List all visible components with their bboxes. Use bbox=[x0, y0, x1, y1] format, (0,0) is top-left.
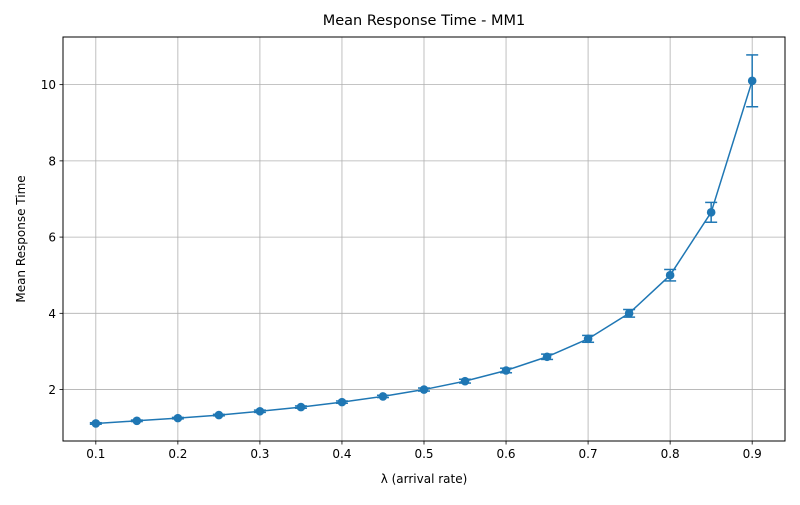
data-point bbox=[255, 406, 265, 416]
data-point bbox=[132, 416, 142, 426]
data-point bbox=[173, 413, 183, 423]
data-point bbox=[337, 397, 347, 407]
data-point bbox=[460, 376, 470, 386]
data-point bbox=[378, 392, 388, 401]
x-tick-label: 0.3 bbox=[250, 447, 269, 461]
y-tick-label: 4 bbox=[48, 307, 56, 321]
chart-title: Mean Response Time - MM1 bbox=[322, 13, 526, 29]
data-point bbox=[665, 270, 675, 280]
data-point bbox=[296, 402, 306, 412]
x-tick-label: 0.4 bbox=[332, 447, 351, 461]
x-tick-label: 0.9 bbox=[743, 447, 762, 461]
x-tick-label: 0.6 bbox=[496, 447, 515, 461]
data-point bbox=[214, 410, 224, 420]
data-point bbox=[501, 366, 511, 375]
x-axis-label: λ (arrival rate) bbox=[381, 472, 468, 486]
data-point bbox=[747, 76, 757, 86]
series-layer bbox=[89, 54, 759, 428]
x-tick-label: 0.1 bbox=[86, 447, 105, 461]
y-axis-label: Mean Response Time bbox=[14, 175, 28, 302]
data-point bbox=[583, 334, 593, 344]
y-tick-label: 6 bbox=[48, 231, 56, 245]
y-tick-label: 2 bbox=[48, 383, 56, 397]
x-tick-label: 0.7 bbox=[579, 447, 598, 461]
data-point bbox=[542, 352, 552, 362]
grid-layer bbox=[63, 37, 785, 441]
x-tick-label: 0.5 bbox=[414, 447, 433, 461]
axis-layer: 0.1 0.2 0.3 0.4 0.5 0.6 0.7 0.8 0.9 2 4 6 8 10 bbox=[41, 78, 762, 461]
y-tick-label: 8 bbox=[48, 154, 56, 168]
x-tick-label: 0.2 bbox=[168, 447, 187, 461]
data-point bbox=[91, 419, 101, 428]
data-point bbox=[706, 208, 716, 217]
data-point bbox=[419, 385, 429, 394]
data-point bbox=[624, 309, 634, 318]
x-tick-label: 0.8 bbox=[661, 447, 680, 461]
y-tick-label: 10 bbox=[41, 78, 56, 92]
